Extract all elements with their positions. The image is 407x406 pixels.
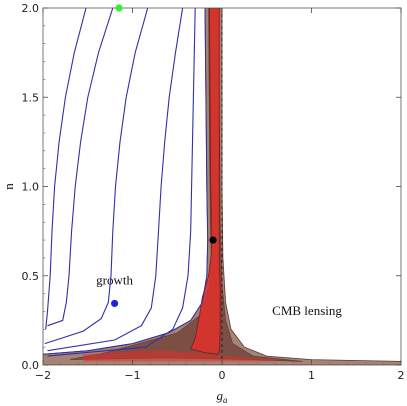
x-tick-label: 0 [219, 369, 226, 382]
annotation-growth: growth [96, 273, 133, 288]
growth-contour-3 [44, 8, 149, 345]
x-tick-label: 1 [308, 369, 315, 382]
joint-region-band [83, 350, 276, 362]
y-tick-label: 1.0 [22, 181, 40, 194]
marker-points [111, 4, 217, 308]
y-tick-label: 2.0 [22, 2, 40, 15]
y-axis-label: n [1, 183, 16, 190]
annotation-cmb-lensing: CMB lensing [272, 303, 342, 318]
y-tick-label: 0.0 [22, 359, 40, 372]
joint-region [190, 8, 221, 355]
y-tick-label: 1.5 [22, 91, 40, 104]
lensing-edge-contour [43, 8, 209, 355]
growth-contour-4 [47, 8, 184, 352]
cmb-lensing-inner-region [69, 8, 303, 362]
x-tick-label: 2 [398, 369, 405, 382]
blue-point [111, 299, 119, 308]
growth-contours [43, 8, 223, 365]
growth-contour-1 [45, 8, 87, 330]
x-tick-label: −1 [124, 369, 140, 382]
axis-ticks [42, 7, 402, 366]
green-point [115, 4, 123, 12]
x-tick-label: −2 [35, 369, 51, 382]
growth-contour-5 [47, 8, 196, 357]
x-axis-label: ga [217, 388, 229, 405]
growth-contour-2 [47, 8, 114, 327]
y-tick-label: 0.5 [22, 270, 40, 283]
black-point [209, 236, 217, 244]
